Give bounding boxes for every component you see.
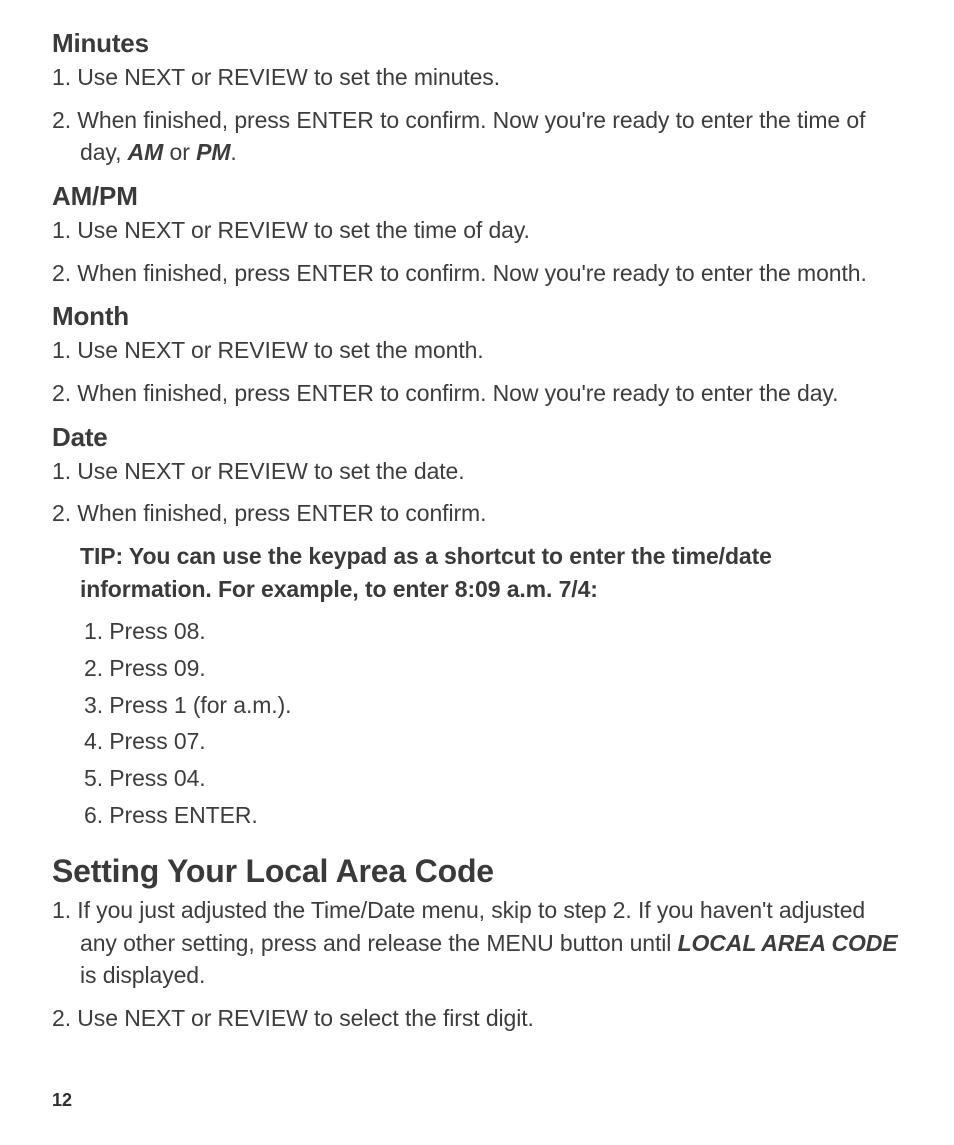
steps-area-code: If you just adjusted the Time/Date menu,… bbox=[52, 894, 902, 1035]
step: When finished, press ENTER to confirm. N… bbox=[52, 104, 902, 169]
heading-date: Date bbox=[52, 422, 902, 453]
step: When finished, press ENTER to confirm. N… bbox=[52, 377, 902, 410]
tip-text: TIP: You can use the keypad as a shortcu… bbox=[80, 540, 902, 605]
step: If you just adjusted the Time/Date menu,… bbox=[52, 894, 902, 992]
tip-steps: Press 08. Press 09. Press 1 (for a.m.). … bbox=[84, 615, 902, 831]
step: When finished, press ENTER to confirm. N… bbox=[52, 257, 902, 290]
heading-area-code: Setting Your Local Area Code bbox=[52, 853, 902, 890]
step: Press ENTER. bbox=[84, 799, 902, 832]
step: Use NEXT or REVIEW to set the minutes. bbox=[52, 61, 902, 94]
step: Press 1 (for a.m.). bbox=[84, 689, 902, 722]
step: Press 08. bbox=[84, 615, 902, 648]
heading-ampm: AM/PM bbox=[52, 181, 902, 212]
step: Press 09. bbox=[84, 652, 902, 685]
step: Use NEXT or REVIEW to set the date. bbox=[52, 455, 902, 488]
heading-minutes: Minutes bbox=[52, 28, 902, 59]
step: Press 04. bbox=[84, 762, 902, 795]
step: Use NEXT or REVIEW to set the month. bbox=[52, 334, 902, 367]
heading-month: Month bbox=[52, 301, 902, 332]
page-number: 12 bbox=[52, 1090, 72, 1111]
step: Use NEXT or REVIEW to set the time of da… bbox=[52, 214, 902, 247]
step: Use NEXT or REVIEW to select the first d… bbox=[52, 1002, 902, 1035]
steps-ampm: Use NEXT or REVIEW to set the time of da… bbox=[52, 214, 902, 289]
steps-month: Use NEXT or REVIEW to set the month. Whe… bbox=[52, 334, 902, 409]
tip-block: TIP: You can use the keypad as a shortcu… bbox=[52, 540, 902, 831]
step: When finished, press ENTER to confirm. bbox=[52, 497, 902, 530]
steps-date: Use NEXT or REVIEW to set the date. When… bbox=[52, 455, 902, 530]
steps-minutes: Use NEXT or REVIEW to set the minutes. W… bbox=[52, 61, 902, 169]
step: Press 07. bbox=[84, 725, 902, 758]
